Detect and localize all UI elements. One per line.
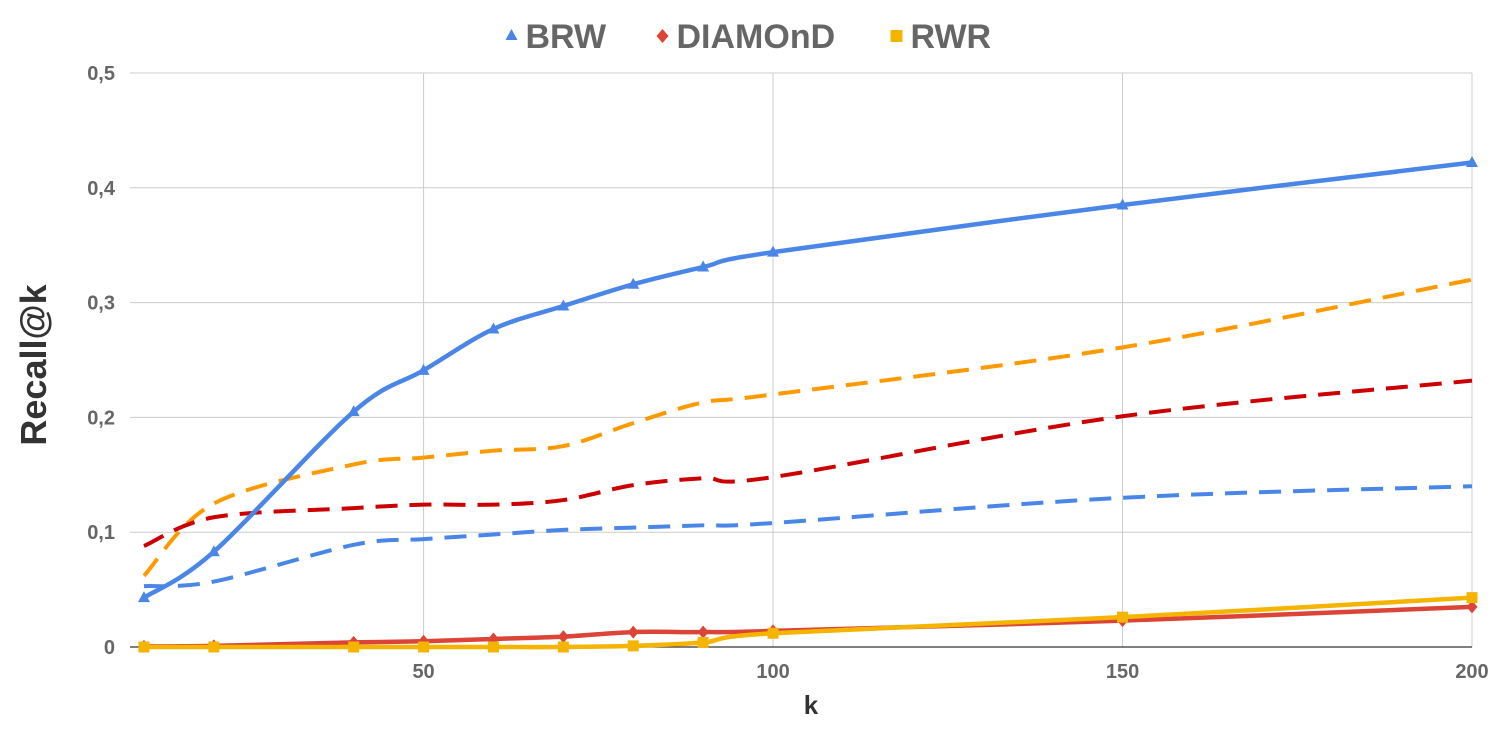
data-point-diamond [627,625,639,639]
series-line-dashed-4 [143,378,1473,548]
y-tick-label: 0 [104,637,115,659]
y-axis-title: Recall@k [13,283,54,445]
data-point-brw [487,322,500,334]
data-point-rwr [767,627,779,639]
series-line-dashed-5 [143,484,1473,589]
legend-label: DIAMOnD [677,18,836,56]
x-axis-title: k [804,690,819,720]
x-tick-label: 50 [412,661,434,683]
series-layer [137,156,1478,653]
data-point-brw [1116,198,1129,210]
data-point-brw [137,591,150,603]
data-point-rwr [418,641,430,653]
y-tick-label: 0,2 [87,407,115,429]
x-tick-label: 100 [756,661,789,683]
data-point-rwr [1466,592,1478,604]
data-point-rwr [627,640,639,652]
series-line-brw [142,160,1473,600]
legend-marker-triangle [505,29,518,40]
y-tick-label: 0,3 [87,293,115,315]
data-point-diamond [1466,600,1478,614]
legend-marker-square [890,30,903,42]
data-point-brw [697,260,710,272]
legend-item-brw: BRW [505,18,607,56]
series-dashed-4 [143,378,1473,548]
series-dashed-3 [142,277,1473,578]
series-dashed-5 [143,484,1473,589]
y-tick-label: 0,1 [87,522,115,544]
data-point-brw [767,245,780,257]
series-line-rwr [143,595,1473,650]
data-point-rwr [138,641,150,653]
data-point-rwr [208,641,220,653]
data-point-brw [417,363,430,375]
data-point-brw [627,277,640,289]
data-point-rwr [697,636,709,648]
legend-label: BRW [526,18,607,56]
legend-label: RWR [911,18,992,56]
data-point-rwr [348,641,360,653]
x-axis-ticks: 50 100 150 200 [412,661,1488,683]
series-rwr [138,592,1478,653]
y-tick-label: 0,5 [87,63,115,85]
data-point-diamond [557,630,569,644]
data-point-brw [557,299,570,311]
x-tick-label: 150 [1106,661,1139,683]
legend: BRW DIAMOnD RWR [505,18,992,56]
data-point-rwr [487,641,499,653]
series-line-dashed-3 [142,277,1473,578]
data-point-brw [207,545,220,557]
data-point-brw [347,405,360,417]
y-axis-ticks: 0 0,1 0,2 0,3 0,4 0,5 [87,63,116,659]
data-point-diamond [697,625,709,639]
x-tick-label: 200 [1455,661,1488,683]
data-point-rwr [1117,611,1129,623]
legend-item-rwr: RWR [890,18,992,56]
legend-item-diamond: DIAMOnD [656,18,836,56]
series-line-diamond [143,604,1473,649]
data-point-rwr [557,641,569,653]
legend-marker-diamond [656,29,669,43]
series-brw [137,156,1478,603]
gridlines [130,72,1473,647]
data-point-brw [1466,156,1478,168]
y-tick-label: 0,4 [87,178,116,200]
